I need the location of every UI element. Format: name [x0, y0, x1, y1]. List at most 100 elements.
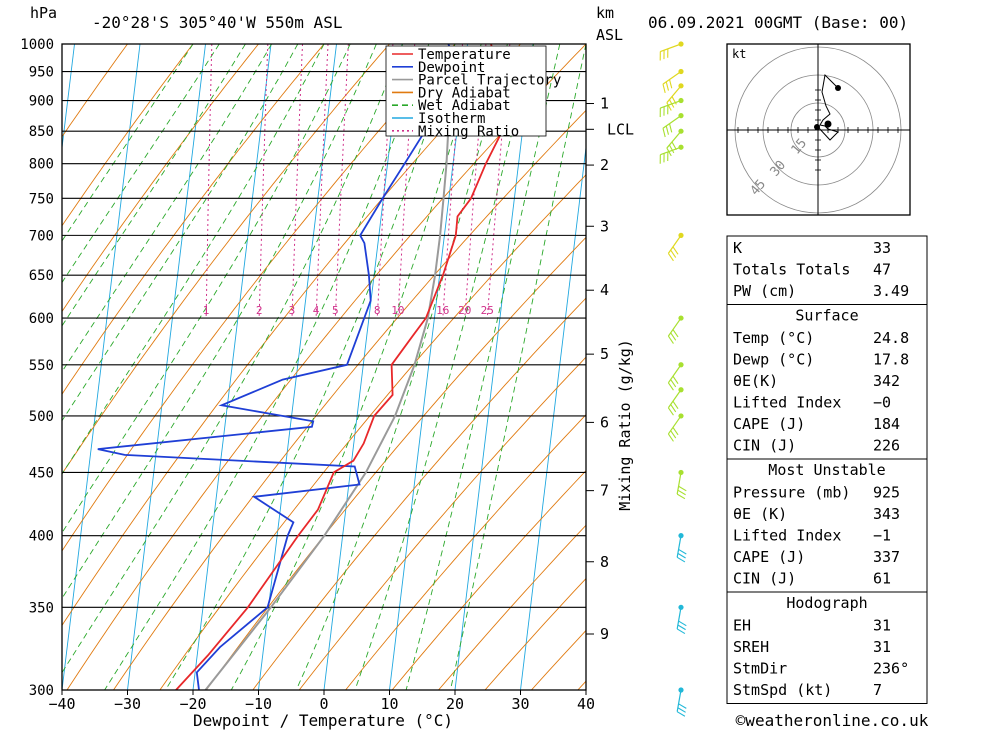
indices-table-value: 3.49 [873, 282, 909, 300]
wind-barb-feather [662, 84, 666, 93]
most-unstable-table-value: 925 [873, 484, 900, 502]
hodograph-table-value: 31 [873, 638, 891, 656]
index-tables: K 33 Totals Totals 47 PW (cm) 3.49 Surface Temp… [726, 235, 928, 704]
wind-barb-feather [676, 493, 686, 500]
isotherm-line [652, 44, 730, 690]
km-tick-label: 1 [600, 95, 609, 113]
legend-label: Isotherm [418, 111, 485, 127]
wind-barb-feather [672, 246, 679, 255]
wind-barb-feather [678, 620, 687, 627]
location-title: -20°28'S 305°40'W 550m ASL [92, 13, 342, 32]
mixing-ratio-label: 16 [436, 304, 449, 317]
wind-barbs [659, 41, 687, 717]
pressure-tick-label: 650 [29, 268, 54, 284]
x-tick-label: −30 [114, 695, 141, 713]
mixing-ratio-line [334, 44, 349, 319]
most-unstable-table-box [726, 458, 928, 593]
wind-barb-staff [667, 317, 682, 337]
dry-adiabat-line [62, 44, 194, 227]
wind-barb-feather [667, 407, 674, 416]
hodograph-trace [817, 126, 839, 141]
mixing-ratio-line [258, 44, 269, 319]
wind-barb [667, 315, 684, 344]
dry-adiabat-line [62, 44, 128, 138]
hodograph-table-label: StmDir [733, 660, 787, 678]
wind-barb-feather [665, 125, 670, 135]
dry-adiabat-line [62, 44, 456, 552]
mixing-ratio-label: 10 [391, 304, 404, 317]
wind-barb-feather [670, 332, 677, 341]
mixing-ratio-axis-label: Mixing Ratio (g/kg) [616, 339, 634, 511]
hodograph-table-value: 31 [873, 617, 891, 635]
hodograph-unit: kt [732, 47, 746, 61]
mixing-ratio-line [291, 44, 303, 319]
km-tick-label: 6 [600, 413, 609, 431]
wind-barb-feather [662, 128, 666, 138]
hodograph-table-title: Hodograph [786, 594, 867, 612]
surface-table-label: θE(K) [733, 372, 778, 390]
x-axis-label: Dewpoint / Temperature (°C) [193, 711, 453, 730]
pressure-tick-label: 500 [29, 409, 54, 425]
most-unstable-table-value: 61 [873, 570, 891, 588]
hodograph-table-value: 236° [873, 660, 909, 678]
wind-barb-feather [668, 123, 673, 133]
hodograph-table-value: 7 [873, 681, 882, 699]
most-unstable-table-label: θE (K) [733, 505, 787, 523]
wind-barb-feather [676, 711, 686, 717]
wind-barb-feather [670, 404, 677, 413]
legend-label: Wet Adiabat [418, 98, 511, 114]
pressure-tick-label: 400 [29, 529, 54, 545]
wind-barb [659, 97, 684, 118]
wet-adiabat-line [62, 44, 325, 475]
wind-barb-staff [667, 389, 682, 409]
wind-barb [667, 387, 684, 416]
wind-barb-feather [677, 489, 686, 496]
copyright-label: ©weatheronline.co.uk [736, 711, 929, 730]
dry-adiabat-line [252, 297, 586, 690]
pressure-tick-label: 300 [29, 683, 54, 699]
surface-table-box [726, 304, 928, 460]
km-unit-label: km [596, 4, 614, 22]
dry-adiabat-line [66, 44, 586, 690]
most-unstable-table-label: Pressure (mb) [733, 484, 850, 502]
km-tick-label: 3 [600, 217, 609, 235]
wind-barb-feather [676, 556, 686, 563]
surface-table-label: Dewp (°C) [733, 351, 814, 369]
pressure-tick-label: 750 [29, 191, 54, 207]
pressure-tick-label: 950 [29, 65, 54, 81]
hodograph-table-box [726, 591, 928, 704]
dry-adiabat-line [62, 44, 390, 475]
isotherm-line [62, 44, 141, 690]
wind-barb-feather [670, 379, 677, 388]
surface-table-label: Lifted Index [733, 394, 841, 412]
wind-barb-feather [668, 79, 673, 89]
wind-barb [676, 604, 687, 635]
km-tick-label: 7 [600, 482, 609, 500]
wind-barb-feather [667, 433, 674, 442]
wet-adiabat-line [62, 44, 404, 674]
x-tick-label: 20 [446, 695, 464, 713]
wind-barb [659, 144, 684, 164]
wind-barb-feather [678, 548, 687, 555]
wind-barb [676, 469, 687, 500]
wind-barb-feather [667, 335, 674, 344]
pressure-tick-label: 1000 [20, 37, 54, 53]
indices-table-label: K [733, 239, 742, 257]
surface-table-value: 226 [873, 437, 900, 455]
wind-barb-feather [670, 430, 677, 439]
indices-table-label: PW (cm) [733, 282, 796, 300]
indices-table-value: 33 [873, 239, 891, 257]
surface-table-title: Surface [795, 307, 858, 325]
pressure-tick-label: 450 [29, 465, 54, 481]
height-axis: 1 2 3 4 5 6 7 8 9 LCL [586, 95, 634, 643]
mixing-ratio-label: 3 [289, 304, 296, 317]
x-tick-label: −40 [48, 695, 75, 713]
wind-barb [667, 413, 684, 442]
hodograph-point [824, 120, 832, 128]
datetime-label: 06.09.2021 00GMT (Base: 00) [648, 13, 908, 32]
wind-barb-feather [665, 81, 670, 91]
isotherm-line [0, 44, 9, 690]
wind-barb-feather [670, 249, 677, 258]
mixing-ratio-label: 20 [458, 304, 471, 317]
legend-label: Parcel Trajectory [418, 73, 561, 89]
